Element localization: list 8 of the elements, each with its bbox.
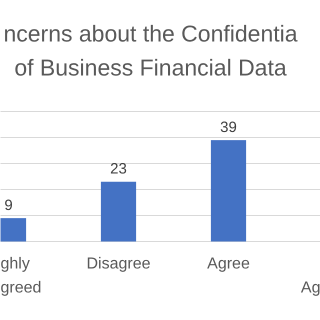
x-tick-label: Ag (300, 280, 320, 296)
data-label: 39 (220, 119, 237, 136)
data-label: 23 (110, 160, 127, 178)
chart-title: ncerns about the Confidentia of Business Financial Data (3, 20, 298, 80)
x-tick-label: Disagree (86, 256, 151, 272)
data-label: 9 (4, 197, 13, 214)
x-tick-label: Agree (207, 256, 250, 272)
x-tick-label: ghly greed (0, 256, 42, 296)
